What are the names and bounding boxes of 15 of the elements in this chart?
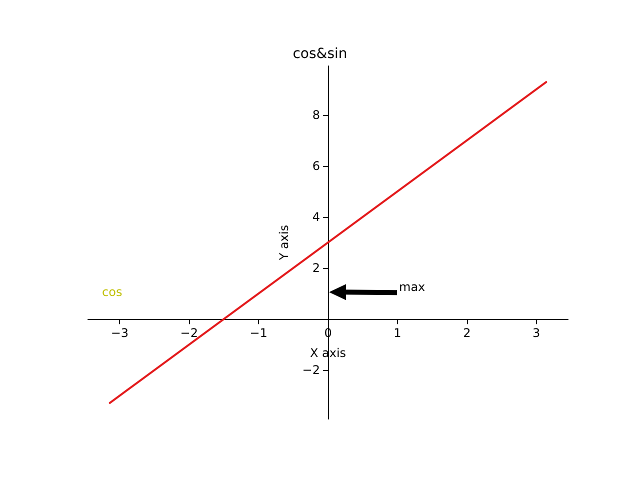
x-tick-label: −2: [180, 326, 198, 340]
y-tick-label: 8: [312, 108, 320, 122]
y-tick-label: 6: [312, 158, 320, 173]
x-tick-label: 3: [532, 326, 540, 340]
chart-title: cos&sin: [292, 46, 348, 62]
x-tick-label: 2: [463, 326, 471, 340]
annotation: max: [399, 280, 426, 294]
y-tick-label: −2: [302, 363, 320, 378]
x-tick-label: −3: [110, 326, 129, 340]
y-tick-label: 2: [312, 261, 320, 276]
y-tick-label: 4: [312, 210, 320, 224]
x-tick-label: −1: [250, 326, 268, 340]
y-axis-title: Y axis: [277, 224, 291, 262]
x-tick-label: 1: [394, 326, 402, 340]
annotation: cos: [102, 285, 122, 300]
